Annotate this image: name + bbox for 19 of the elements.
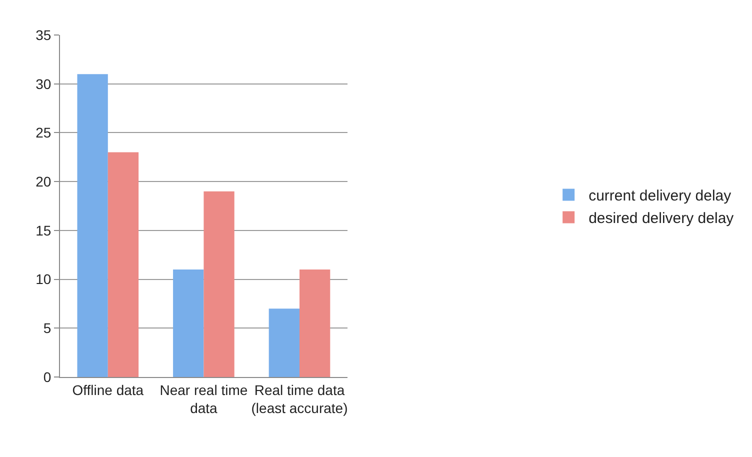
x-tick-label: Near real time data	[160, 382, 248, 416]
bar	[268, 308, 300, 377]
legend-label: current delivery delay	[588, 188, 732, 205]
y-tick-label: 20	[36, 173, 52, 190]
y-tick-label: 35	[36, 26, 52, 43]
bar	[173, 270, 204, 377]
y-tick-label: 25	[36, 124, 52, 141]
x-tick-label: Offline data	[72, 382, 144, 398]
bar	[204, 191, 234, 377]
bar	[300, 270, 330, 377]
x-tick-label: Real time data (least accurate)	[251, 382, 348, 416]
y-tick-label: 30	[36, 76, 52, 92]
bar	[77, 74, 108, 377]
y-tick-label: 15	[36, 222, 52, 238]
bar	[108, 152, 139, 377]
y-tick-label: 5	[43, 320, 52, 336]
legend-label: desired delivery delay	[588, 210, 734, 228]
y-tick-label: 10	[36, 271, 52, 288]
y-tick-label: 0	[43, 368, 52, 385]
